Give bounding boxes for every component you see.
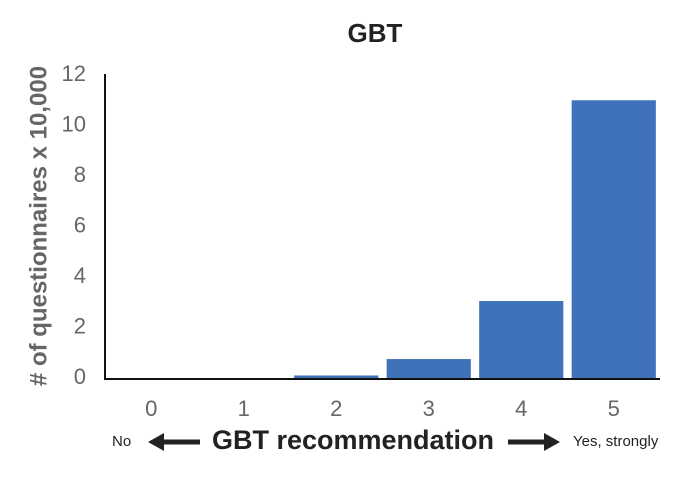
- y-tick-label: 12: [62, 61, 86, 86]
- plot-area: [294, 100, 656, 378]
- y-tick-label: 10: [62, 111, 86, 136]
- left-arrow: [148, 433, 200, 451]
- y-tick-label: 2: [74, 313, 86, 338]
- x-tick-label: 4: [515, 396, 527, 421]
- right-arrow: [508, 433, 560, 451]
- bar: [479, 300, 564, 378]
- x-tick-label: 0: [145, 396, 157, 421]
- bar: [571, 100, 656, 378]
- y-tick-label: 8: [74, 162, 86, 187]
- chart-title: GBT: [348, 18, 403, 48]
- x-tick-label: 5: [608, 396, 620, 421]
- y-tick-label: 6: [74, 212, 86, 237]
- annotation: Yes, strongly: [573, 433, 659, 450]
- x-axis-label: GBT recommendation: [212, 425, 494, 455]
- bar: [294, 375, 379, 378]
- x-tick-label: 2: [330, 396, 342, 421]
- y-tick-label: 4: [74, 263, 86, 288]
- y-axis-label: # of questionnaires x 10,000: [25, 66, 52, 386]
- y-tick-label: 0: [74, 364, 86, 389]
- bar: [386, 359, 471, 378]
- annotation: No: [112, 433, 131, 450]
- x-tick-label: 3: [423, 396, 435, 421]
- x-tick-label: 1: [238, 396, 250, 421]
